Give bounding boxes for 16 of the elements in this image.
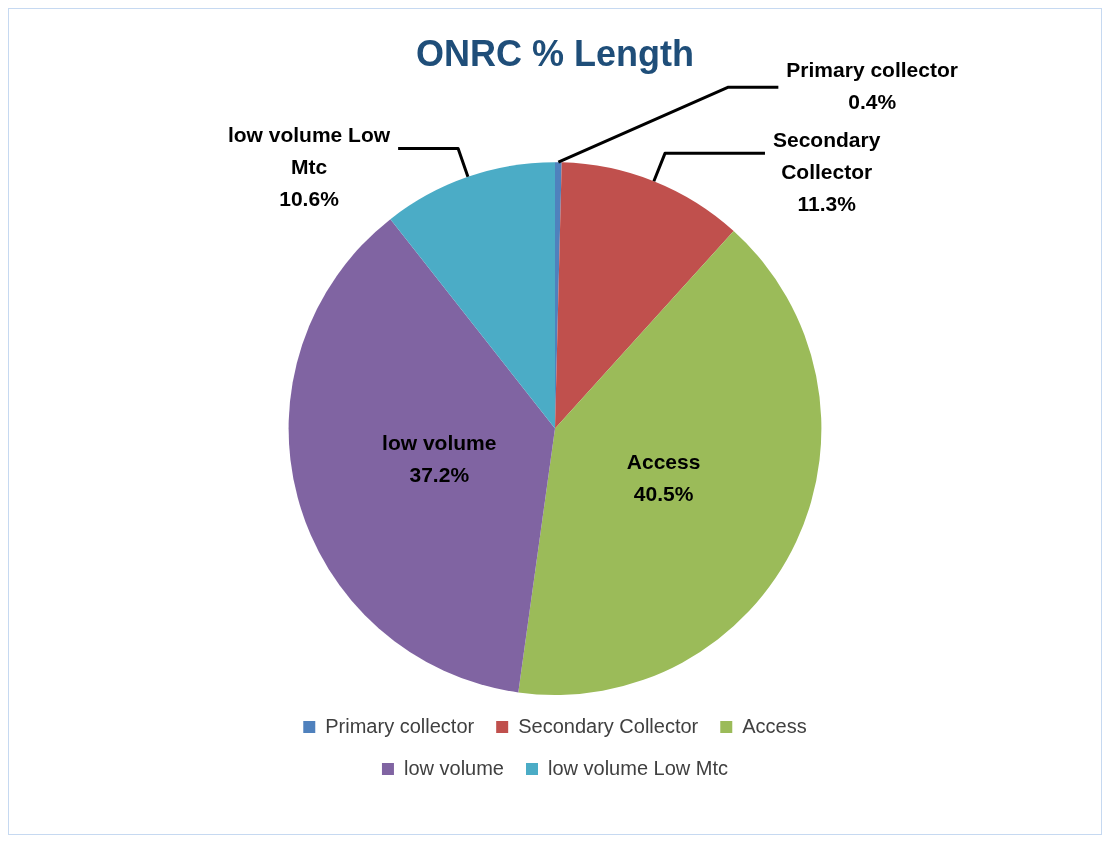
legend-label: low volume Low Mtc: [547, 756, 729, 779]
chart-title: ONRC % Length: [416, 32, 694, 74]
legend-label: Primary collector: [325, 714, 475, 737]
slice-label: low volume: [382, 430, 497, 454]
slice-label: Secondary Collector: [772, 128, 881, 184]
data-label: 37.2%: [409, 462, 470, 486]
data-label: 0.4%: [848, 90, 897, 114]
data-label: 40.5%: [633, 482, 694, 506]
legend-label: Secondary Collector: [518, 714, 699, 737]
slice-label: Access: [626, 450, 701, 474]
slice-label: Primary collector: [786, 58, 958, 82]
legend-label: Access: [742, 714, 807, 737]
legend-label: low volume: [403, 756, 504, 779]
data-label: 10.6%: [279, 187, 340, 211]
data-label: 11.3%: [797, 192, 857, 216]
slice-label: low volume Low Mtc: [227, 123, 391, 179]
